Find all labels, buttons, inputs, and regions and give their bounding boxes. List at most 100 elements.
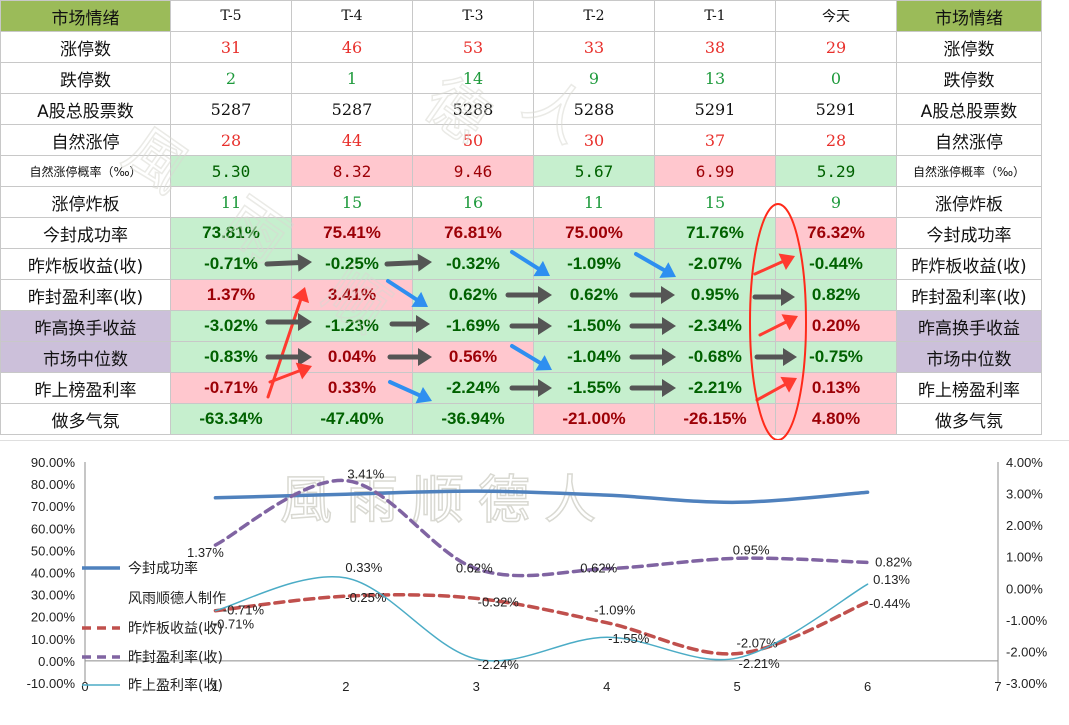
data-label: 0.33% bbox=[345, 560, 382, 575]
table-cell: 6.99 bbox=[654, 155, 776, 187]
table-row: 自然涨停概率（‰） 5.30 8.32 9.46 5.67 6.99 5.29 自然涨停概率（… bbox=[0, 155, 1042, 187]
table-cell: 44 bbox=[291, 124, 413, 156]
series-line bbox=[213, 489, 870, 505]
row-label-right: 跌停数 bbox=[896, 62, 1042, 94]
table-cell: 1 bbox=[291, 62, 413, 94]
row-label-right: 自然涨停 bbox=[896, 124, 1042, 156]
y-tick-right: -1.00% bbox=[1006, 613, 1048, 628]
data-label: -1.55% bbox=[608, 631, 650, 646]
table-cell: 0 bbox=[775, 62, 897, 94]
table-cell: 0.82% bbox=[775, 279, 897, 311]
chart-watermark: 風雨顺德人 bbox=[280, 471, 610, 531]
table-cell: 0.04% bbox=[291, 341, 413, 373]
row-label-left: 今封成功率 bbox=[0, 217, 171, 249]
y-tick-left: 20.00% bbox=[31, 610, 76, 625]
row-label-right: 做多气氛 bbox=[896, 403, 1042, 435]
data-label: -0.32% bbox=[478, 594, 520, 609]
table-cell: 28 bbox=[170, 124, 292, 156]
data-label: 0.62% bbox=[580, 561, 617, 576]
y-tick-right: -3.00% bbox=[1006, 676, 1048, 691]
row-label-left: 自然涨停概率（‰） bbox=[0, 155, 171, 187]
table-cell: -0.25% bbox=[291, 248, 413, 280]
table-cell: 15 bbox=[654, 186, 776, 218]
table-row: 自然涨停 28 44 50 30 37 28 自然涨停 bbox=[0, 124, 1042, 156]
table-cell: 5288 bbox=[412, 93, 534, 125]
table-cell: -1.69% bbox=[412, 310, 534, 342]
y-tick-right: 2.00% bbox=[1006, 518, 1043, 533]
data-label: -0.71% bbox=[223, 603, 265, 618]
table-cell: 31 bbox=[170, 31, 292, 63]
x-tick: 2 bbox=[342, 679, 349, 694]
table-cell: -26.15% bbox=[654, 403, 776, 435]
x-tick: 3 bbox=[473, 679, 480, 694]
table-row: 昨上榜盈利率 -0.71% 0.33% -2.24% -1.55% -2.21% 0.13%… bbox=[0, 372, 1042, 404]
header-day: T-2 bbox=[533, 0, 655, 32]
table-cell: 0.20% bbox=[775, 310, 897, 342]
table-cell: 0.62% bbox=[533, 279, 655, 311]
table-cell: 5291 bbox=[775, 93, 897, 125]
table-cell: 53 bbox=[412, 31, 534, 63]
data-label: -0.44% bbox=[869, 596, 911, 611]
row-label-left: 跌停数 bbox=[0, 62, 171, 94]
chart-area: 風雨顺德人 90.00% 80.00% 70.00% 60.00% 50.00% 40.00… bbox=[0, 439, 1069, 721]
row-label-left: 昨上榜盈利率 bbox=[0, 372, 171, 404]
y-tick-left: 40.00% bbox=[31, 566, 76, 581]
y-tick-left: 10.00% bbox=[31, 632, 76, 647]
row-label-left: A股总股票数 bbox=[0, 93, 171, 125]
table-cell: -63.34% bbox=[170, 403, 292, 435]
table-cell: -3.02% bbox=[170, 310, 292, 342]
table-cell: -21.00% bbox=[533, 403, 655, 435]
table-row: 跌停数 2 1 14 9 13 0 跌停数 bbox=[0, 62, 1042, 94]
row-label-left: 市场中位数 bbox=[0, 341, 171, 373]
row-label-left: 自然涨停 bbox=[0, 124, 171, 156]
series-line bbox=[214, 575, 869, 662]
table-row: 今封成功率 73.81% 75.41% 76.81% 75.00% 71.76% 76.32… bbox=[0, 217, 1042, 249]
table-cell: 15 bbox=[291, 186, 413, 218]
table-cell: -2.21% bbox=[654, 372, 776, 404]
x-tick: 6 bbox=[864, 679, 871, 694]
table-cell: -1.55% bbox=[533, 372, 655, 404]
header-day: 今天 bbox=[775, 0, 897, 32]
table-cell: 37 bbox=[654, 124, 776, 156]
row-label-left: 涨停数 bbox=[0, 31, 171, 63]
table-row: 涨停炸板 11 15 16 11 15 9 涨停炸板 bbox=[0, 186, 1042, 218]
table-row: 做多气氛 -63.34% -47.40% -36.94% -21.00% -26.15% 4… bbox=[0, 403, 1042, 435]
header-day: T-3 bbox=[412, 0, 534, 32]
y-tick-right: 3.00% bbox=[1006, 487, 1043, 502]
table-cell: 8.32 bbox=[291, 155, 413, 187]
table-cell: 11 bbox=[533, 186, 655, 218]
header-label-right: 市场情绪 bbox=[896, 0, 1042, 32]
table-cell: -1.04% bbox=[533, 341, 655, 373]
table-row: 昨高换手收益 -3.02% -1.23% -1.69% -1.50% -2.34% 0.20… bbox=[0, 310, 1042, 342]
data-label: 3.41% bbox=[347, 467, 384, 482]
table-cell: -1.09% bbox=[533, 248, 655, 280]
y-tick-right: -2.00% bbox=[1006, 644, 1048, 659]
table-cell: 76.32% bbox=[775, 217, 897, 249]
table-cell: 13 bbox=[654, 62, 776, 94]
table-cell: 0.95% bbox=[654, 279, 776, 311]
table-cell: 14 bbox=[412, 62, 534, 94]
table-cell: 5.29 bbox=[775, 155, 897, 187]
table-cell: 0.62% bbox=[412, 279, 534, 311]
row-label-left: 昨炸板收益(收) bbox=[0, 248, 171, 280]
y-tick-left: 60.00% bbox=[31, 521, 76, 536]
table-cell: 75.00% bbox=[533, 217, 655, 249]
table-cell: 5291 bbox=[654, 93, 776, 125]
data-label: 0.13% bbox=[873, 572, 910, 587]
row-label-left: 昨封盈利率(收) bbox=[0, 279, 171, 311]
row-label-right: 涨停炸板 bbox=[896, 186, 1042, 218]
table-cell: -0.75% bbox=[775, 341, 897, 373]
data-label: 0.95% bbox=[733, 542, 770, 557]
table-cell: 76.81% bbox=[412, 217, 534, 249]
line-chart: 風雨顺德人90.00%80.00%70.00%60.00%50.00%40.00… bbox=[0, 439, 1069, 694]
table-cell: -2.07% bbox=[654, 248, 776, 280]
data-label: -1.09% bbox=[594, 603, 636, 618]
table-cell: -0.44% bbox=[775, 248, 897, 280]
table-cell: 1.37% bbox=[170, 279, 292, 311]
table-cell: 29 bbox=[775, 31, 897, 63]
data-label: -2.24% bbox=[478, 657, 520, 672]
y-tick-left: 50.00% bbox=[31, 543, 76, 558]
table-row: 市场中位数 -0.83% 0.04% 0.56% -1.04% -0.68% -0.75% 市… bbox=[0, 341, 1042, 373]
data-label: -2.21% bbox=[739, 656, 781, 671]
